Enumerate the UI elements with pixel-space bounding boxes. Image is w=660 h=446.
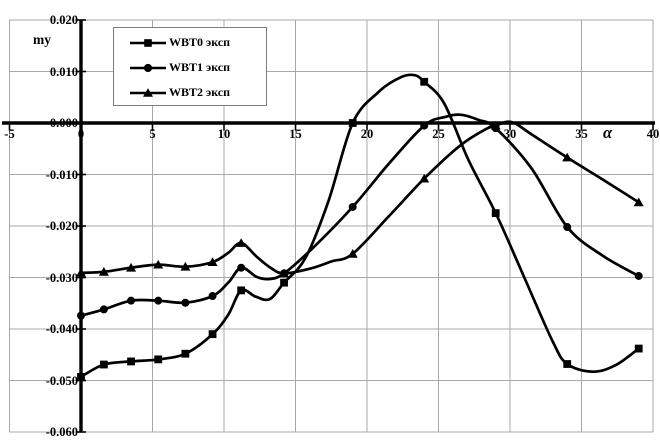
data-point-triangle-marker: [490, 120, 501, 130]
data-point-triangle-marker: [153, 259, 164, 269]
legend-marker-square-icon: [130, 38, 166, 47]
data-point-square-marker: [563, 360, 572, 368]
x-tick-label: 35: [575, 127, 588, 141]
data-point-triangle-marker: [76, 268, 86, 277]
data-point-triangle-marker: [98, 267, 109, 276]
legend-marker-triangle-icon: [130, 87, 166, 97]
data-point-square-marker: [99, 360, 108, 369]
data-point-triangle-marker: [347, 249, 358, 258]
y-tick-label: 0.020: [49, 13, 78, 27]
data-point-square-marker: [127, 357, 135, 366]
y-tick-label: 0.010: [49, 64, 78, 79]
data-point-square-marker: [181, 349, 190, 358]
data-point-square-marker: [208, 330, 217, 339]
series-curve-circle: [79, 113, 641, 317]
y-tick-label: 0.000: [49, 116, 78, 130]
x-tick-label: 40: [646, 127, 660, 141]
data-point-square-marker: [420, 77, 429, 86]
data-point-square-marker: [77, 372, 85, 381]
y-axis-title: my: [33, 32, 51, 47]
data-point-triangle-marker: [180, 261, 191, 271]
data-point-square-marker: [237, 286, 246, 295]
legend-item-label: WBT1 эксп: [169, 60, 231, 74]
y-tick-label: -0.050: [45, 373, 78, 388]
data-point-circle-marker: [634, 271, 643, 280]
data-point-square-marker: [154, 355, 163, 364]
data-point-circle-marker: [99, 305, 108, 314]
legend-item: WBT1 эксп: [129, 55, 266, 80]
x-tick-label: 5: [149, 127, 156, 141]
x-tick-label: 15: [289, 127, 302, 141]
x-tick-label: -5: [4, 127, 15, 141]
y-tick-label: -0.030: [45, 270, 78, 285]
x-axis-title: α: [603, 123, 613, 142]
data-point-circle-marker: [127, 296, 136, 305]
legend-marker-circle-icon: [130, 63, 166, 72]
y-tick-label: -0.040: [45, 322, 78, 336]
x-tick-label: 30: [503, 127, 517, 141]
data-point-circle-marker: [208, 292, 217, 301]
data-point-triangle-marker: [279, 268, 290, 278]
legend-item-label: WBT0 эксп: [169, 35, 231, 49]
data-point-square-marker: [491, 209, 500, 218]
x-tick-label: 20: [360, 127, 374, 141]
data-point-circle-marker: [77, 311, 85, 320]
y-tick-label: -0.020: [45, 219, 78, 233]
x-tick-label: 10: [217, 127, 231, 141]
data-point-triangle-marker: [126, 262, 137, 272]
x-tick-label: 0: [77, 127, 85, 141]
data-point-square-marker: [280, 278, 288, 287]
data-point-circle-marker: [237, 263, 246, 272]
data-point-circle-marker: [181, 298, 190, 307]
data-point-triangle-marker: [562, 152, 573, 162]
legend-item: WBT0 эксп: [129, 30, 266, 55]
data-point-circle-marker: [563, 223, 572, 232]
data-point-triangle-marker: [236, 238, 247, 247]
data-point-circle-marker: [348, 202, 357, 211]
legend-item-label: WBT2 эксп: [169, 85, 231, 99]
data-point-triangle-marker: [207, 257, 218, 266]
y-tick-label: -0.010: [45, 167, 78, 182]
data-point-triangle-marker: [419, 173, 430, 183]
data-point-circle-marker: [154, 296, 163, 305]
data-point-circle-marker: [420, 121, 429, 130]
legend: WBT0 эксп WBT1 эксп WBT2 эксп: [113, 27, 267, 106]
legend-item: WBT2 эксп: [129, 80, 266, 105]
data-point-square-marker: [634, 344, 643, 353]
y-tick-label: -0.060: [45, 425, 78, 439]
x-tick-label: 25: [432, 127, 445, 141]
data-point-square-marker: [348, 119, 357, 127]
data-point-triangle-marker: [633, 197, 644, 207]
